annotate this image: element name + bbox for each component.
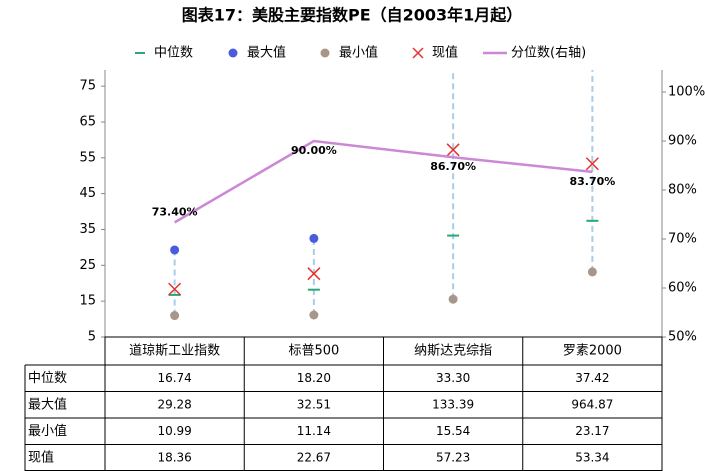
current-mark — [307, 267, 321, 281]
y2-tick-label: 100% — [668, 85, 705, 100]
plot-area — [168, 70, 599, 321]
row-label: 最小值 — [28, 423, 67, 439]
table-cell: 18.36 — [157, 450, 191, 464]
y-tick-label: 25 — [79, 258, 96, 273]
y-tick-label: 45 — [79, 186, 96, 201]
table-cell: 15.54 — [436, 424, 470, 438]
legend-label: 中位数 — [154, 46, 193, 61]
point — [170, 311, 180, 321]
y-tick-label: 55 — [79, 150, 96, 165]
current-mark — [446, 143, 460, 157]
category-label: 标普500 — [288, 344, 339, 359]
y-tick-label: 15 — [79, 294, 96, 309]
y-tick-label: 5 — [88, 330, 96, 345]
current-mark — [168, 282, 182, 296]
row-label: 中位数 — [28, 371, 67, 386]
y-tick-label: 35 — [79, 222, 96, 237]
table-cell: 133.39 — [432, 397, 474, 411]
legend-label: 分位数(右轴) — [511, 46, 586, 61]
row-label: 现值 — [28, 449, 54, 465]
point — [587, 267, 597, 277]
table-cell: 18.20 — [297, 371, 331, 385]
point — [309, 310, 319, 320]
data-label: 90.00% — [291, 144, 337, 157]
chart-title: 图表17：美股主要指数PE（自2003年1月起） — [182, 6, 523, 25]
table-cell: 16.74 — [157, 371, 191, 385]
table-cell: 57.23 — [436, 450, 470, 464]
table-cell: 53.34 — [575, 450, 609, 464]
y2-tick-label: 60% — [668, 281, 697, 296]
category-label: 道琼斯工业指数 — [129, 344, 220, 359]
y2-tick-label: 80% — [668, 183, 697, 198]
legend-label: 现值 — [432, 45, 458, 61]
point — [448, 294, 458, 304]
percentile-line — [173, 139, 593, 224]
legend-swatch — [412, 47, 424, 59]
y2-tick-label: 70% — [668, 232, 697, 247]
y2-tick-label: 50% — [668, 330, 697, 345]
table-cell: 23.17 — [575, 424, 609, 438]
point — [309, 233, 319, 243]
y2-tick-label: 90% — [668, 134, 697, 149]
table-cell: 29.28 — [157, 397, 191, 411]
y-tick-label: 65 — [79, 114, 96, 129]
category-label: 纳斯达克综指 — [414, 344, 492, 359]
data-label: 83.70% — [569, 175, 615, 188]
legend-swatch — [320, 48, 330, 58]
data-label: 86.70% — [430, 160, 476, 173]
data-label: 73.40% — [152, 205, 198, 218]
table-cell: 32.51 — [297, 397, 331, 411]
table-cell: 22.67 — [297, 450, 331, 464]
table-cell: 964.87 — [571, 397, 613, 411]
legend-swatch — [228, 48, 238, 58]
legend-label: 最小值 — [339, 45, 378, 61]
table-cell: 33.30 — [436, 371, 470, 385]
current-mark — [585, 157, 599, 171]
row-label: 最大值 — [28, 396, 67, 412]
table-cell: 10.99 — [157, 424, 191, 438]
point — [170, 245, 180, 255]
table-cell: 11.14 — [297, 424, 331, 438]
table-cell: 37.42 — [575, 371, 609, 385]
y-tick-label: 75 — [79, 79, 96, 94]
legend-label: 最大值 — [247, 45, 286, 61]
category-label: 罗素2000 — [563, 344, 622, 359]
